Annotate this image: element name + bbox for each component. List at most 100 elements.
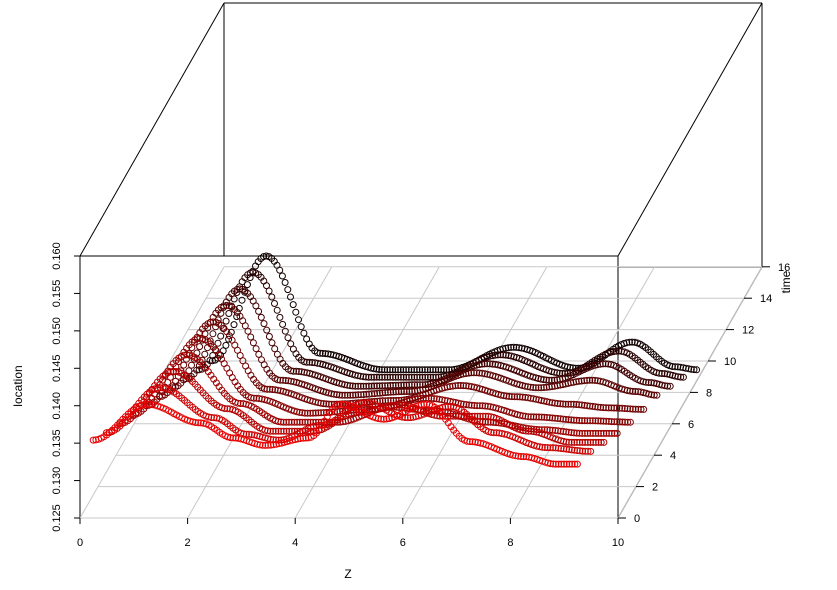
data-point (245, 430, 253, 438)
data-point (674, 363, 682, 371)
data-point (629, 405, 637, 413)
data-point (380, 415, 388, 423)
data-point (221, 405, 229, 412)
data-point (259, 441, 267, 449)
data-point (537, 384, 545, 392)
data-point (553, 369, 561, 377)
location-tick-label: 0.130 (51, 467, 63, 495)
data-point (602, 404, 610, 412)
data-point (465, 369, 473, 377)
data-point (595, 438, 603, 446)
data-point (512, 452, 520, 460)
data-point (475, 369, 483, 377)
data-point (476, 402, 484, 410)
data-point (419, 373, 426, 381)
data-point (378, 366, 386, 374)
data-point (551, 414, 559, 422)
x-axis-title: Z (344, 567, 351, 581)
data-point (201, 350, 209, 358)
data-point (402, 373, 410, 381)
data-point (261, 441, 269, 449)
data-point (624, 418, 632, 426)
data-point (599, 360, 607, 368)
data-point (535, 396, 543, 404)
data-point (320, 400, 328, 408)
data-point (685, 365, 693, 373)
data-point (204, 344, 211, 352)
data-point (260, 361, 268, 369)
data-point (666, 382, 674, 390)
data-point (565, 446, 573, 453)
data-point (403, 388, 411, 395)
data-point (255, 307, 263, 315)
data-point (581, 429, 589, 437)
data-point (491, 351, 499, 359)
data-point (343, 381, 351, 389)
plot-box (79, 2, 763, 519)
data-point (217, 332, 225, 340)
data-point (317, 399, 325, 407)
data-point (576, 438, 584, 446)
data-point (413, 373, 421, 381)
data-point (481, 360, 488, 368)
data-point (225, 335, 233, 343)
data-point (444, 403, 452, 411)
data-point (272, 440, 280, 448)
data-point (386, 382, 394, 389)
data-point (597, 417, 605, 425)
data-point (532, 395, 540, 403)
data-point (365, 390, 373, 398)
data-point (386, 366, 394, 374)
x-tick-label: 4 (292, 537, 298, 549)
data-point (597, 429, 605, 437)
data-point (530, 413, 538, 421)
data-point (563, 460, 571, 468)
time-tick-label: 12 (742, 325, 754, 337)
data-point (250, 394, 258, 402)
data-point (249, 339, 257, 347)
data-point (192, 419, 199, 426)
data-point (370, 373, 378, 381)
data-point (580, 377, 588, 385)
data-point (394, 373, 402, 381)
data-point (640, 405, 648, 413)
data-point (379, 389, 386, 397)
data-point (260, 385, 268, 393)
data-point (300, 358, 308, 366)
data-point (555, 460, 563, 468)
data-point (287, 367, 295, 375)
box-edge (79, 2, 225, 257)
data-point (298, 409, 306, 417)
data-point (302, 434, 310, 442)
data-point (365, 382, 373, 390)
data-point (541, 444, 549, 451)
data-point (381, 366, 389, 374)
data-point (511, 393, 518, 401)
data-point (607, 404, 615, 412)
data-point (559, 400, 567, 408)
data-point (429, 366, 437, 374)
data-point (559, 415, 567, 423)
data-point (227, 328, 235, 336)
data-point (503, 392, 510, 400)
data-point (571, 446, 578, 454)
data-point (341, 391, 349, 399)
data-point (568, 446, 576, 454)
data-point (538, 443, 546, 451)
data-point (560, 445, 568, 453)
data-point (399, 366, 407, 374)
data-point (295, 368, 303, 375)
data-point (408, 381, 416, 389)
data-point (333, 391, 341, 399)
data-point (269, 386, 276, 393)
data-point (255, 350, 263, 358)
data-point (551, 427, 559, 434)
data-point (375, 373, 383, 381)
data-point (397, 388, 405, 396)
data-point (281, 279, 289, 286)
data-point (407, 414, 414, 422)
data-point (462, 382, 470, 390)
data-point (544, 444, 552, 452)
data-point (354, 391, 362, 399)
data-point (554, 444, 562, 452)
